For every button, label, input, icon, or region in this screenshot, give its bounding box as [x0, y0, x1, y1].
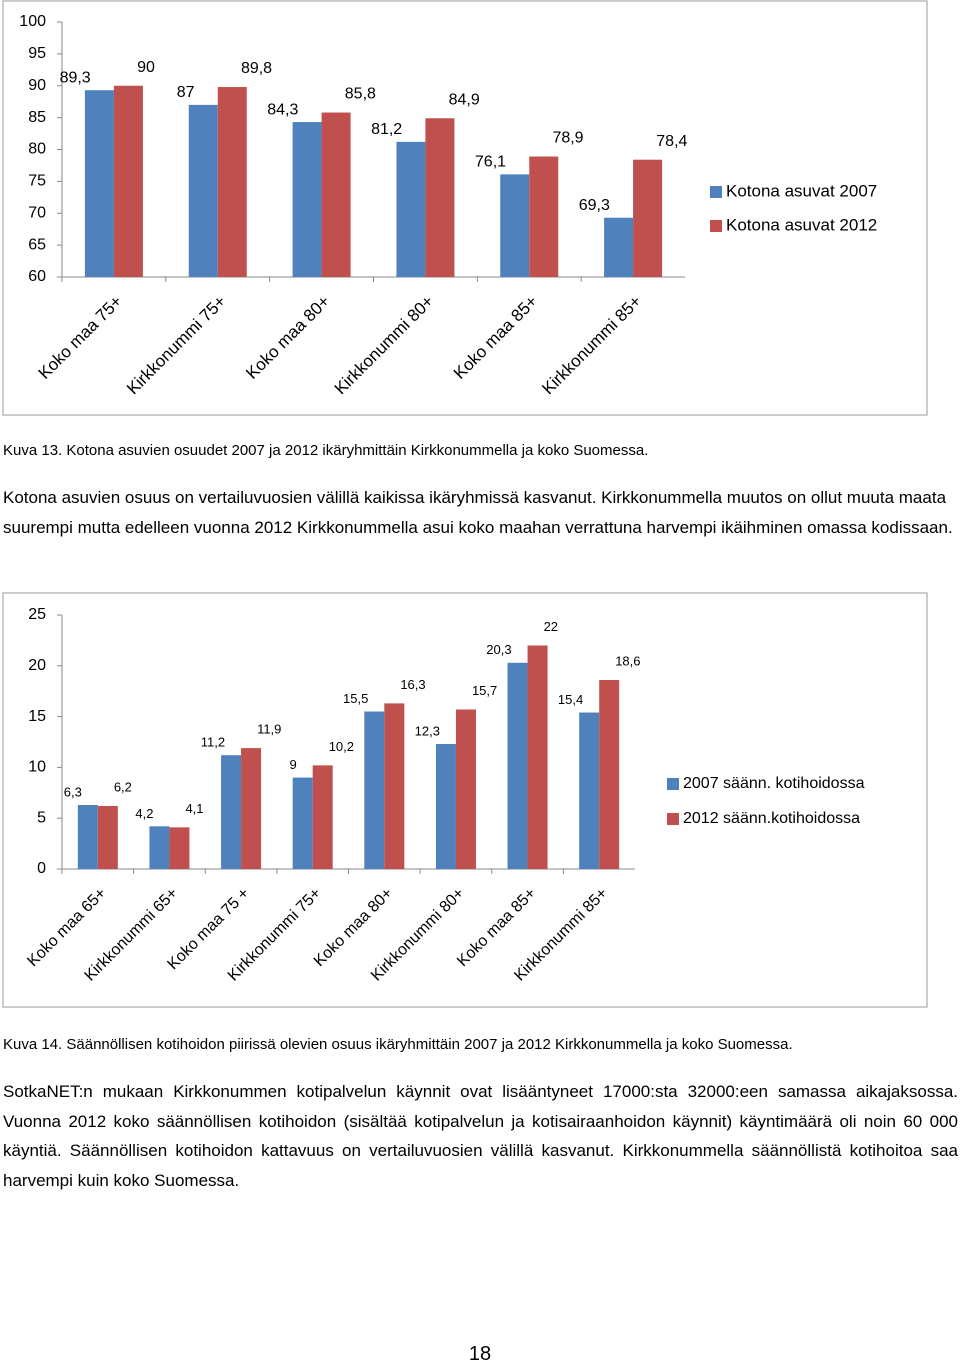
data-label: 89,3 — [60, 69, 91, 86]
bar — [384, 703, 405, 869]
legend-label: Kotona asuvat 2012 — [726, 215, 877, 234]
data-label: 15,4 — [558, 692, 583, 707]
bar — [527, 645, 548, 869]
data-label: 90 — [137, 59, 155, 76]
bar — [321, 112, 351, 278]
caption: Kuva 13. Kotona asuvien osuudet 2007 ja … — [3, 442, 649, 459]
bar — [364, 711, 385, 869]
y-tick-label: 90 — [28, 77, 46, 94]
y-tick-label: 100 — [19, 13, 46, 30]
data-label: 6,2 — [114, 779, 132, 794]
bar — [292, 122, 322, 278]
chart-frame — [2, 0, 928, 416]
paragraph: SotkaNET:n mukaan Kirkkonummen kotipalve… — [3, 1082, 958, 1190]
data-label: 78,9 — [552, 130, 583, 147]
bar — [84, 90, 114, 278]
bar — [77, 804, 98, 869]
bar — [97, 806, 118, 869]
data-label: 22 — [544, 619, 558, 634]
y-tick-label: 70 — [28, 204, 46, 221]
bar — [217, 87, 247, 278]
bar — [507, 662, 528, 869]
legend-swatch — [710, 220, 722, 232]
y-tick-label: 0 — [37, 860, 46, 877]
legend-swatch — [667, 813, 679, 825]
legend-label: Kotona asuvat 2007 — [726, 181, 877, 200]
bar — [435, 744, 456, 869]
data-label: 87 — [177, 84, 195, 101]
bar — [169, 827, 190, 869]
data-label: 12,3 — [415, 723, 440, 738]
bar — [241, 748, 262, 869]
y-tick-label: 75 — [28, 173, 46, 190]
data-label: 16,3 — [400, 677, 425, 692]
data-label: 11,9 — [257, 722, 281, 737]
caption: Kuva 14. Säännöllisen kotihoidon piiriss… — [3, 1036, 793, 1053]
bar — [455, 709, 476, 869]
data-label: 15,7 — [472, 683, 497, 698]
bar — [425, 118, 455, 277]
bar — [579, 712, 600, 869]
bar — [113, 85, 143, 277]
data-label: 11,2 — [201, 735, 225, 750]
data-label: 69,3 — [579, 197, 610, 214]
data-label: 10,2 — [329, 739, 354, 754]
bar — [312, 765, 333, 869]
bar — [188, 104, 218, 277]
bar — [149, 826, 170, 869]
y-tick-label: 80 — [28, 141, 46, 158]
bar — [633, 159, 663, 277]
y-tick-label: 95 — [28, 45, 46, 62]
y-tick-label: 60 — [28, 268, 46, 285]
paragraph: Kotona asuvien osuus on vertailuvuosien … — [3, 488, 953, 537]
bar — [500, 174, 530, 277]
y-tick-label: 5 — [37, 809, 46, 826]
bar — [604, 217, 634, 277]
bar — [599, 680, 620, 869]
y-tick-label: 20 — [28, 657, 46, 674]
data-label: 20,3 — [486, 642, 511, 657]
legend-label: 2007 säänn. kotihoidossa — [683, 775, 865, 792]
y-tick-label: 10 — [28, 759, 46, 776]
bar — [221, 755, 242, 869]
y-tick-label: 85 — [28, 109, 46, 126]
data-label: 9 — [289, 757, 296, 772]
data-label: 4,1 — [185, 801, 203, 816]
bar — [396, 141, 426, 277]
y-tick-label: 65 — [28, 236, 46, 253]
data-label: 18,6 — [615, 653, 640, 668]
bar — [292, 777, 313, 869]
y-tick-label: 15 — [28, 708, 46, 725]
data-label: 15,5 — [343, 691, 368, 706]
bar — [529, 156, 559, 277]
page-number: 18 — [468, 1343, 492, 1365]
data-label: 78,4 — [656, 133, 687, 150]
legend-swatch — [710, 186, 722, 198]
data-label: 85,8 — [345, 86, 376, 103]
data-label: 81,2 — [371, 121, 402, 138]
data-label: 4,2 — [135, 806, 153, 821]
data-label: 84,3 — [267, 101, 298, 118]
data-label: 76,1 — [475, 154, 506, 171]
legend-swatch — [667, 778, 679, 790]
data-label: 84,9 — [449, 91, 480, 108]
data-label: 89,8 — [241, 60, 272, 77]
y-tick-label: 25 — [28, 606, 46, 623]
data-label: 6,3 — [64, 784, 82, 799]
legend-label: 2012 säänn.kotihoidossa — [683, 810, 860, 827]
